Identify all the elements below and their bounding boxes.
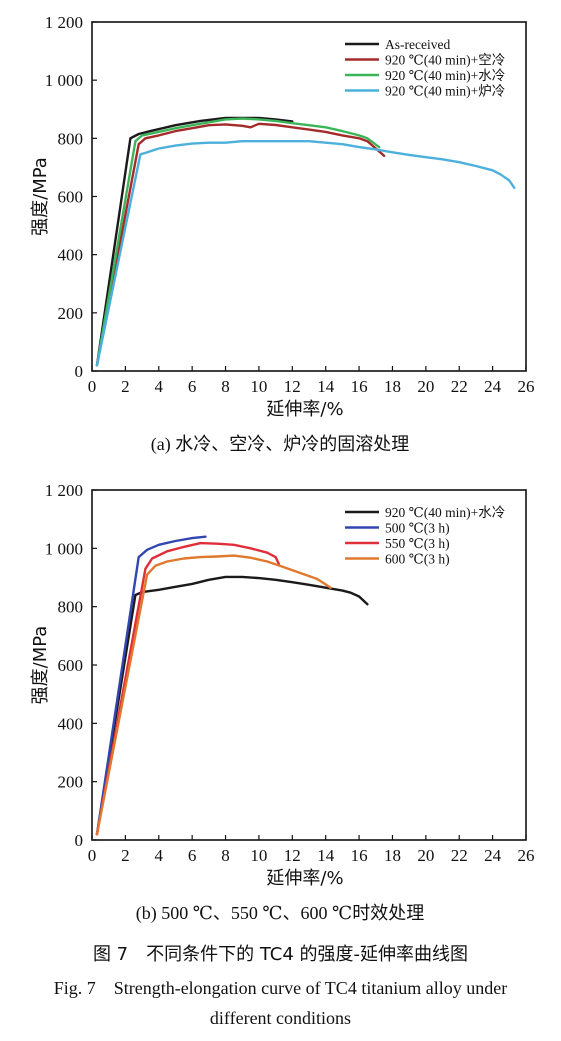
legend-label: 920 ℃(40 min)+水冷	[385, 505, 505, 520]
x-tick-label: 24	[484, 377, 502, 396]
x-tick-label: 20	[417, 846, 434, 865]
series-line-1	[95, 575, 369, 836]
y-tick-label: 1 200	[45, 13, 83, 32]
y-tick-label: 800	[58, 598, 84, 617]
x-tick-label: 16	[351, 377, 368, 396]
series-line-2	[95, 122, 386, 367]
y-tick-label: 600	[58, 188, 84, 207]
legend-label: 500 ℃(3 h)	[385, 521, 450, 536]
figure-caption-en-line1: Fig. 7 Strength-elongation curve of TC4 …	[53, 978, 508, 998]
y-tick-label: 1 000	[45, 71, 83, 90]
y-tick-label: 1 200	[45, 481, 83, 500]
x-tick-label: 0	[88, 377, 97, 396]
x-tick-label: 10	[250, 846, 267, 865]
series-line-4	[95, 554, 332, 836]
x-tick-label: 4	[155, 377, 164, 396]
x-tick-label: 2	[121, 377, 130, 396]
x-tick-label: 6	[188, 846, 197, 865]
x-tick-label: 12	[284, 846, 301, 865]
x-tick-label: 18	[384, 377, 401, 396]
series-line-4	[95, 139, 516, 367]
plot-frame	[91, 489, 527, 841]
figure-caption-zh: 图 7 不同条件下的 TC4 的强度-延伸率曲线图	[92, 944, 469, 965]
x-tick-label: 8	[221, 377, 230, 396]
x-tick-label: 10	[250, 377, 267, 396]
y-tick-label: 400	[58, 714, 84, 733]
y-tick-label: 400	[58, 246, 84, 265]
x-axis-label: 延伸率/%	[266, 399, 343, 420]
series-line-3	[95, 541, 281, 836]
x-tick-label: 8	[221, 846, 230, 865]
x-tick-label: 14	[317, 846, 335, 865]
y-tick-label: 200	[58, 304, 84, 323]
x-tick-label: 24	[484, 846, 502, 865]
y-tick-label: 0	[75, 362, 84, 381]
legend-label: 920 ℃(40 min)+炉冷	[385, 84, 505, 99]
y-tick-label: 200	[58, 773, 84, 792]
y-tick-label: 1 000	[45, 539, 83, 558]
x-tick-label: 4	[155, 846, 164, 865]
legend-label: 600 ℃(3 h)	[385, 552, 450, 567]
panel-caption: (a) 水冷、空冷、炉冷的固溶处理	[151, 434, 409, 455]
x-tick-label: 22	[451, 377, 468, 396]
x-tick-label: 14	[317, 377, 335, 396]
y-tick-label: 600	[58, 656, 84, 675]
legend-label: As-received	[385, 37, 450, 52]
x-axis-label: 延伸率/%	[266, 868, 343, 889]
y-axis-label: 强度/MPa	[30, 626, 51, 705]
x-tick-label: 26	[518, 846, 535, 865]
figure-caption-en-line2: different conditions	[209, 1008, 352, 1028]
x-tick-label: 26	[518, 377, 535, 396]
y-tick-label: 800	[58, 129, 84, 148]
series-line-1	[95, 116, 294, 367]
y-tick-label: 0	[75, 831, 84, 850]
x-tick-label: 18	[384, 846, 401, 865]
series-line-3	[95, 117, 381, 367]
x-tick-label: 0	[88, 846, 97, 865]
x-tick-label: 20	[417, 377, 434, 396]
x-tick-label: 6	[188, 377, 197, 396]
legend-label: 550 ℃(3 h)	[385, 536, 450, 551]
legend-label: 920 ℃(40 min)+水冷	[385, 68, 505, 83]
x-tick-label: 22	[451, 846, 468, 865]
x-tick-label: 2	[121, 846, 130, 865]
y-axis-label: 强度/MPa	[30, 157, 51, 236]
x-tick-label: 16	[351, 846, 368, 865]
legend-label: 920 ℃(40 min)+空冷	[385, 53, 505, 68]
x-tick-label: 12	[284, 377, 301, 396]
panel-caption: (b) 500 ℃、550 ℃、600 ℃时效处理	[136, 903, 424, 924]
series-line-2	[95, 535, 207, 836]
